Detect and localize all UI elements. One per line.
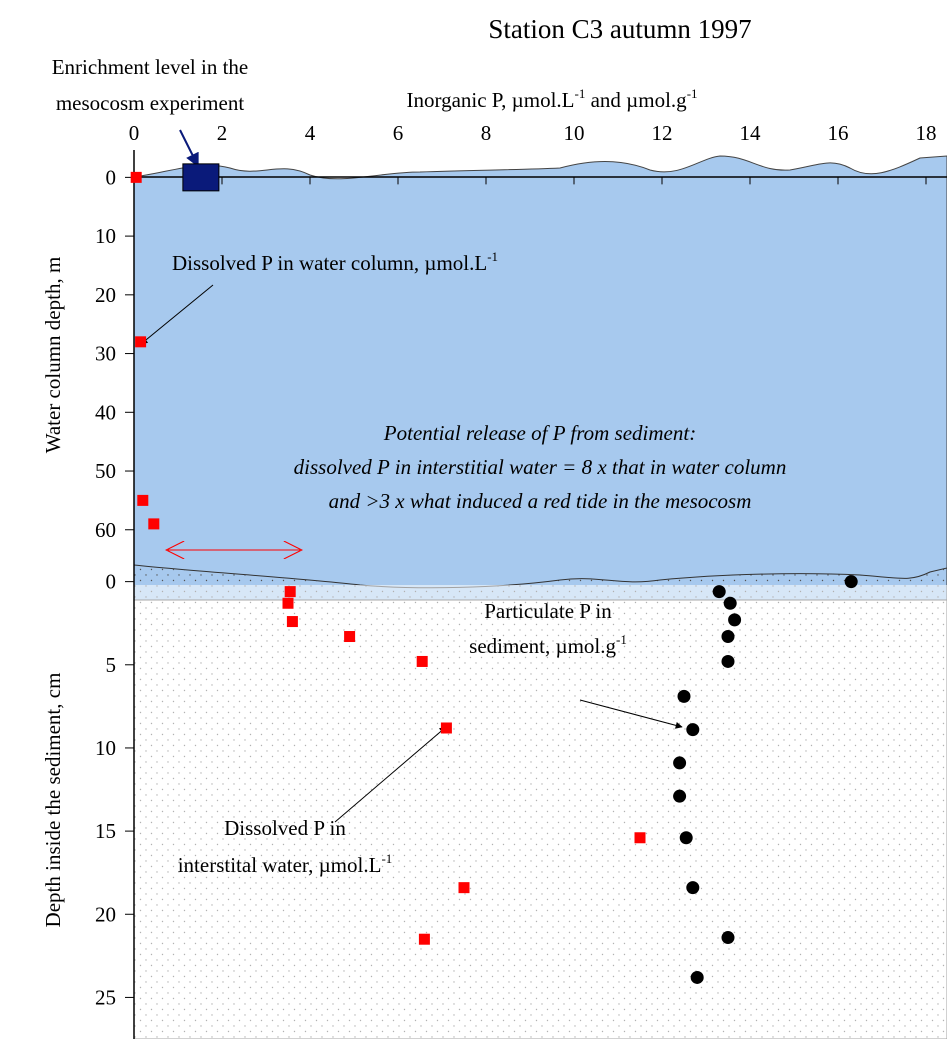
annotation: Potential release of P from sediment: bbox=[383, 421, 696, 445]
point bbox=[722, 931, 735, 944]
chart: Station C3 autumn 1997 Inorganic P, µmol… bbox=[0, 0, 947, 1039]
x-tick-label: 0 bbox=[129, 121, 140, 145]
point bbox=[845, 575, 858, 588]
y-tick-label: 30 bbox=[95, 342, 116, 366]
x-tick-label: 2 bbox=[217, 121, 228, 145]
point bbox=[344, 631, 355, 642]
annotation-text: sediment, µmol.g bbox=[469, 634, 616, 658]
x-tick-label: 8 bbox=[481, 121, 492, 145]
annotation: Dissolved P in bbox=[224, 816, 346, 840]
annotation-arrow bbox=[180, 130, 198, 166]
annotation-text: Dissolved P in water column, µmol.L bbox=[172, 251, 487, 275]
x-axis-label-part: and µmol.g bbox=[585, 88, 687, 112]
point bbox=[722, 655, 735, 668]
point bbox=[686, 881, 699, 894]
y-tick-label: 20 bbox=[95, 283, 116, 307]
point bbox=[459, 882, 470, 893]
point bbox=[678, 690, 691, 703]
x-tick-label: 4 bbox=[305, 121, 316, 145]
y-tick-label: 5 bbox=[106, 653, 117, 677]
point bbox=[419, 934, 430, 945]
annotation: mesocosm experiment bbox=[56, 91, 245, 115]
point bbox=[137, 495, 148, 506]
point bbox=[183, 164, 219, 191]
point bbox=[131, 172, 142, 183]
y-tick-label: 0 bbox=[106, 165, 117, 189]
y-axis-label: Depth inside the sediment, cm bbox=[41, 673, 65, 928]
annotation-sup: -1 bbox=[616, 632, 627, 647]
point bbox=[728, 613, 741, 626]
y-tick-label: 25 bbox=[95, 985, 116, 1009]
point bbox=[441, 722, 452, 733]
y-tick-label: 0 bbox=[106, 570, 117, 594]
point bbox=[635, 832, 646, 843]
annotation-sup: -1 bbox=[381, 851, 392, 866]
annotation: sediment, µmol.g-1 bbox=[469, 632, 627, 658]
point bbox=[673, 756, 686, 769]
point bbox=[135, 336, 146, 347]
y-tick-label: 60 bbox=[95, 518, 116, 542]
point bbox=[285, 586, 296, 597]
annotation: Particulate P in bbox=[484, 599, 612, 623]
annotation: dissolved P in interstitial water = 8 x … bbox=[294, 455, 787, 479]
point bbox=[283, 598, 294, 609]
point bbox=[691, 971, 704, 984]
point bbox=[148, 518, 159, 529]
water-body bbox=[134, 156, 947, 600]
point bbox=[287, 616, 298, 627]
x-axis-label: Inorganic P, µmol.L-1 and µmol.g-1 bbox=[406, 86, 697, 112]
x-tick-label: 6 bbox=[393, 121, 404, 145]
annotation: Dissolved P in water column, µmol.L-1 bbox=[172, 249, 498, 275]
annotation-text: interstital water, µmol.L bbox=[178, 853, 382, 877]
y-axis-label: Water column depth, m bbox=[41, 257, 65, 454]
chart-title: Station C3 autumn 1997 bbox=[488, 14, 751, 44]
x-axis-label-part: Inorganic P, µmol.L bbox=[406, 88, 574, 112]
x-tick-label: 16 bbox=[828, 121, 849, 145]
annotation: interstital water, µmol.L-1 bbox=[178, 851, 393, 877]
y-tick-label: 10 bbox=[95, 736, 116, 760]
point bbox=[417, 656, 428, 667]
point bbox=[680, 831, 693, 844]
x-axis-label-sup: -1 bbox=[575, 86, 586, 101]
point bbox=[724, 597, 737, 610]
x-tick-label: 14 bbox=[740, 121, 762, 145]
y-tick-label: 10 bbox=[95, 224, 116, 248]
x-tick-label: 10 bbox=[564, 121, 585, 145]
x-tick-label: 12 bbox=[652, 121, 673, 145]
y-tick-label: 15 bbox=[95, 819, 116, 843]
point bbox=[673, 790, 686, 803]
page: Station C3 autumn 1997 Inorganic P, µmol… bbox=[0, 0, 947, 1039]
point bbox=[713, 585, 726, 598]
x-tick-label: 18 bbox=[916, 121, 937, 145]
y-tick-label: 50 bbox=[95, 459, 116, 483]
annotation: and >3 x what induced a red tide in the … bbox=[329, 489, 752, 513]
y-tick-label: 40 bbox=[95, 400, 116, 424]
annotation: Enrichment level in the bbox=[52, 55, 249, 79]
y-tick-label: 20 bbox=[95, 902, 116, 926]
annotation-sup: -1 bbox=[487, 249, 498, 264]
x-axis-label-sup: -1 bbox=[687, 86, 698, 101]
point bbox=[722, 630, 735, 643]
point bbox=[686, 723, 699, 736]
